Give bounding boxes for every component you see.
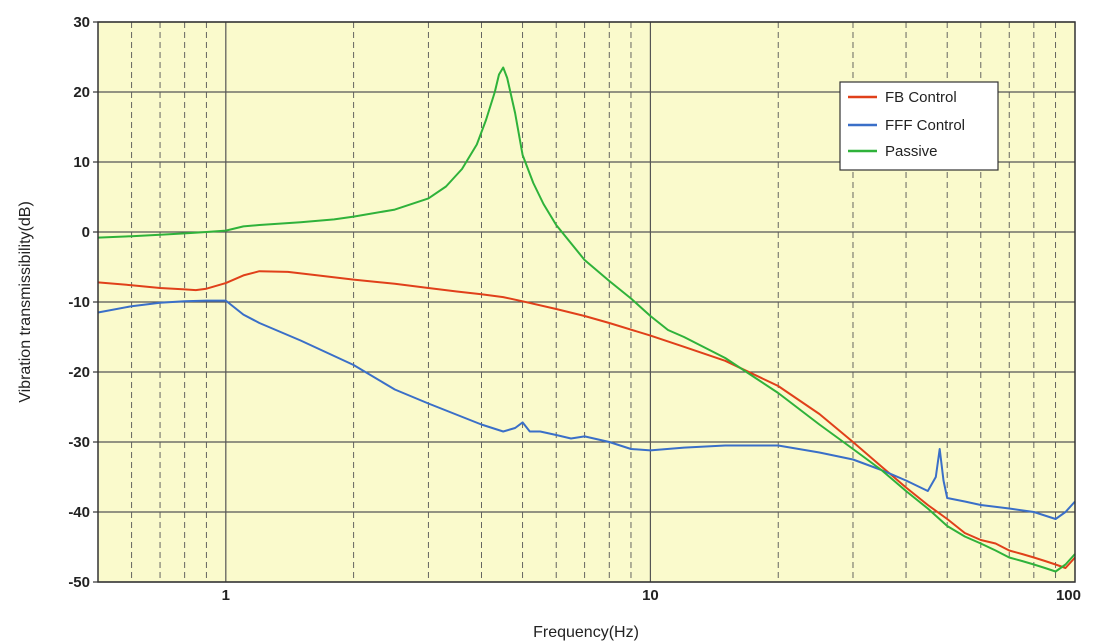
- x-tick-label: 1: [222, 587, 230, 604]
- y-tick-label: 0: [82, 224, 90, 241]
- legend-label-passive: Passive: [885, 143, 938, 160]
- series-line-passive: [97, 66, 1076, 573]
- y-axis-title: Vibration transmissibility(dB): [17, 201, 34, 403]
- legend: FB Control FFF Control Passive: [839, 81, 999, 171]
- x-tick-labels: 1 10 100: [222, 587, 1081, 604]
- y-tick-label: -30: [68, 434, 90, 451]
- series-line-fb-control: [97, 270, 1076, 569]
- y-tick-label: -50: [68, 574, 90, 591]
- series-lines: [97, 66, 1076, 573]
- x-tick-label: 100: [1056, 587, 1081, 604]
- x-axis-title: Frequency(Hz): [533, 624, 639, 641]
- legend-label-fff-control: FFF Control: [885, 117, 965, 134]
- y-tick-label: 30: [73, 14, 90, 31]
- y-tick-label: -40: [68, 504, 90, 521]
- y-tick-label: 20: [73, 84, 90, 101]
- y-tick-label: -10: [68, 294, 90, 311]
- legend-label-fb-control: FB Control: [885, 89, 957, 106]
- x-tick-label: 10: [642, 587, 659, 604]
- y-tick-label: 10: [73, 154, 90, 171]
- y-tick-label: -20: [68, 364, 90, 381]
- series-line-fff-control: [97, 299, 1076, 520]
- y-tick-labels: 30 20 10 0 -10 -20 -30 -40 -50: [68, 14, 98, 591]
